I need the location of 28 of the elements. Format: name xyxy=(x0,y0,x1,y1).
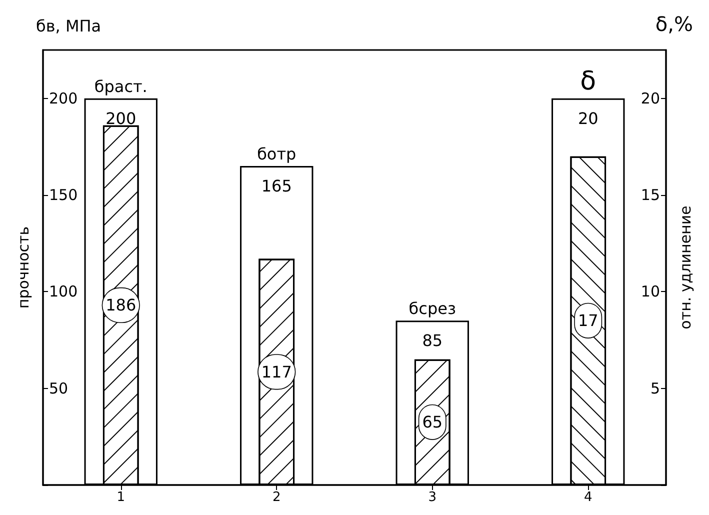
data-label: 17 xyxy=(578,311,598,330)
annotation: браст. xyxy=(94,76,148,96)
text: бв, МПа xyxy=(36,16,102,36)
data-label: 186 xyxy=(106,296,136,315)
y-axis-title: прочность xyxy=(14,226,32,309)
y-tick-label: 200 xyxy=(49,89,78,108)
text: δ,% xyxy=(655,12,694,36)
y2-tick-label: 10 xyxy=(640,282,660,301)
y-tick-label: 150 xyxy=(49,186,78,204)
x-tick-label: 2 xyxy=(272,490,281,505)
data-label: 200 xyxy=(106,108,136,128)
annotation: бсрез xyxy=(408,299,456,318)
y-tick-label: 100 xyxy=(49,282,78,301)
x-tick-label: 3 xyxy=(428,490,437,505)
data-label: 117 xyxy=(261,362,292,382)
data-label: 165 xyxy=(261,176,292,196)
y2-tick-label: 15 xyxy=(640,186,660,204)
x-tick-label: 4 xyxy=(584,490,592,505)
data-label: 85 xyxy=(422,331,443,350)
y2-axis-title: отн. удлинение xyxy=(676,206,694,330)
annotation: δ xyxy=(580,66,596,96)
y-tick-label: 50 xyxy=(49,379,68,398)
data-label: 20 xyxy=(578,108,598,128)
data-label: 65 xyxy=(422,412,443,432)
y2-tick-label: 20 xyxy=(640,89,660,108)
annotation: ботр xyxy=(257,144,296,164)
x-tick-label: 1 xyxy=(116,490,126,505)
y2-tick-label: 5 xyxy=(650,379,660,398)
